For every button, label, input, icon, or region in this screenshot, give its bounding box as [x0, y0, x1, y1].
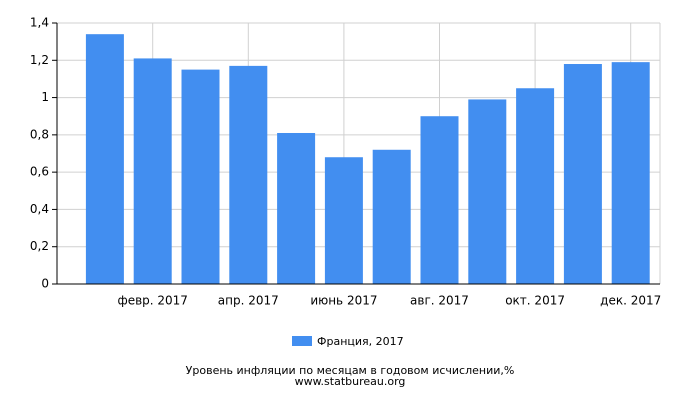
bar [372, 149, 411, 284]
bar [85, 34, 124, 284]
y-tick-label: 1,2 [30, 53, 49, 67]
y-tick-label: 1 [41, 90, 49, 104]
bar [133, 58, 172, 284]
y-tick-label: 1,4 [30, 16, 49, 30]
bar [516, 88, 555, 284]
y-tick-label: 0,8 [30, 127, 49, 141]
y-tick-label: 0,4 [30, 202, 49, 216]
x-tick-label: дек. 2017 [600, 294, 661, 308]
x-tick-label: апр. 2017 [218, 294, 279, 308]
legend-label: Франция, 2017 [317, 335, 404, 348]
x-tick-label: февр. 2017 [117, 294, 188, 308]
chart-title: Уровень инфляции по месяцам в годовом ис… [186, 364, 515, 377]
bar [420, 116, 459, 284]
bar [563, 64, 602, 284]
x-tick-label: авг. 2017 [410, 294, 469, 308]
source: www.statbureau.org [295, 375, 406, 388]
legend-swatch [292, 336, 312, 346]
bar [229, 65, 268, 284]
bar [324, 157, 363, 284]
y-tick-label: 0 [41, 277, 49, 291]
y-tick-label: 0,2 [30, 239, 49, 253]
bar [277, 132, 316, 284]
bar [611, 62, 650, 285]
x-tick-label: окт. 2017 [505, 294, 565, 308]
bar [468, 99, 507, 284]
bar [181, 69, 220, 284]
x-tick-label: июнь 2017 [310, 294, 377, 308]
y-tick-label: 0,6 [30, 165, 49, 179]
